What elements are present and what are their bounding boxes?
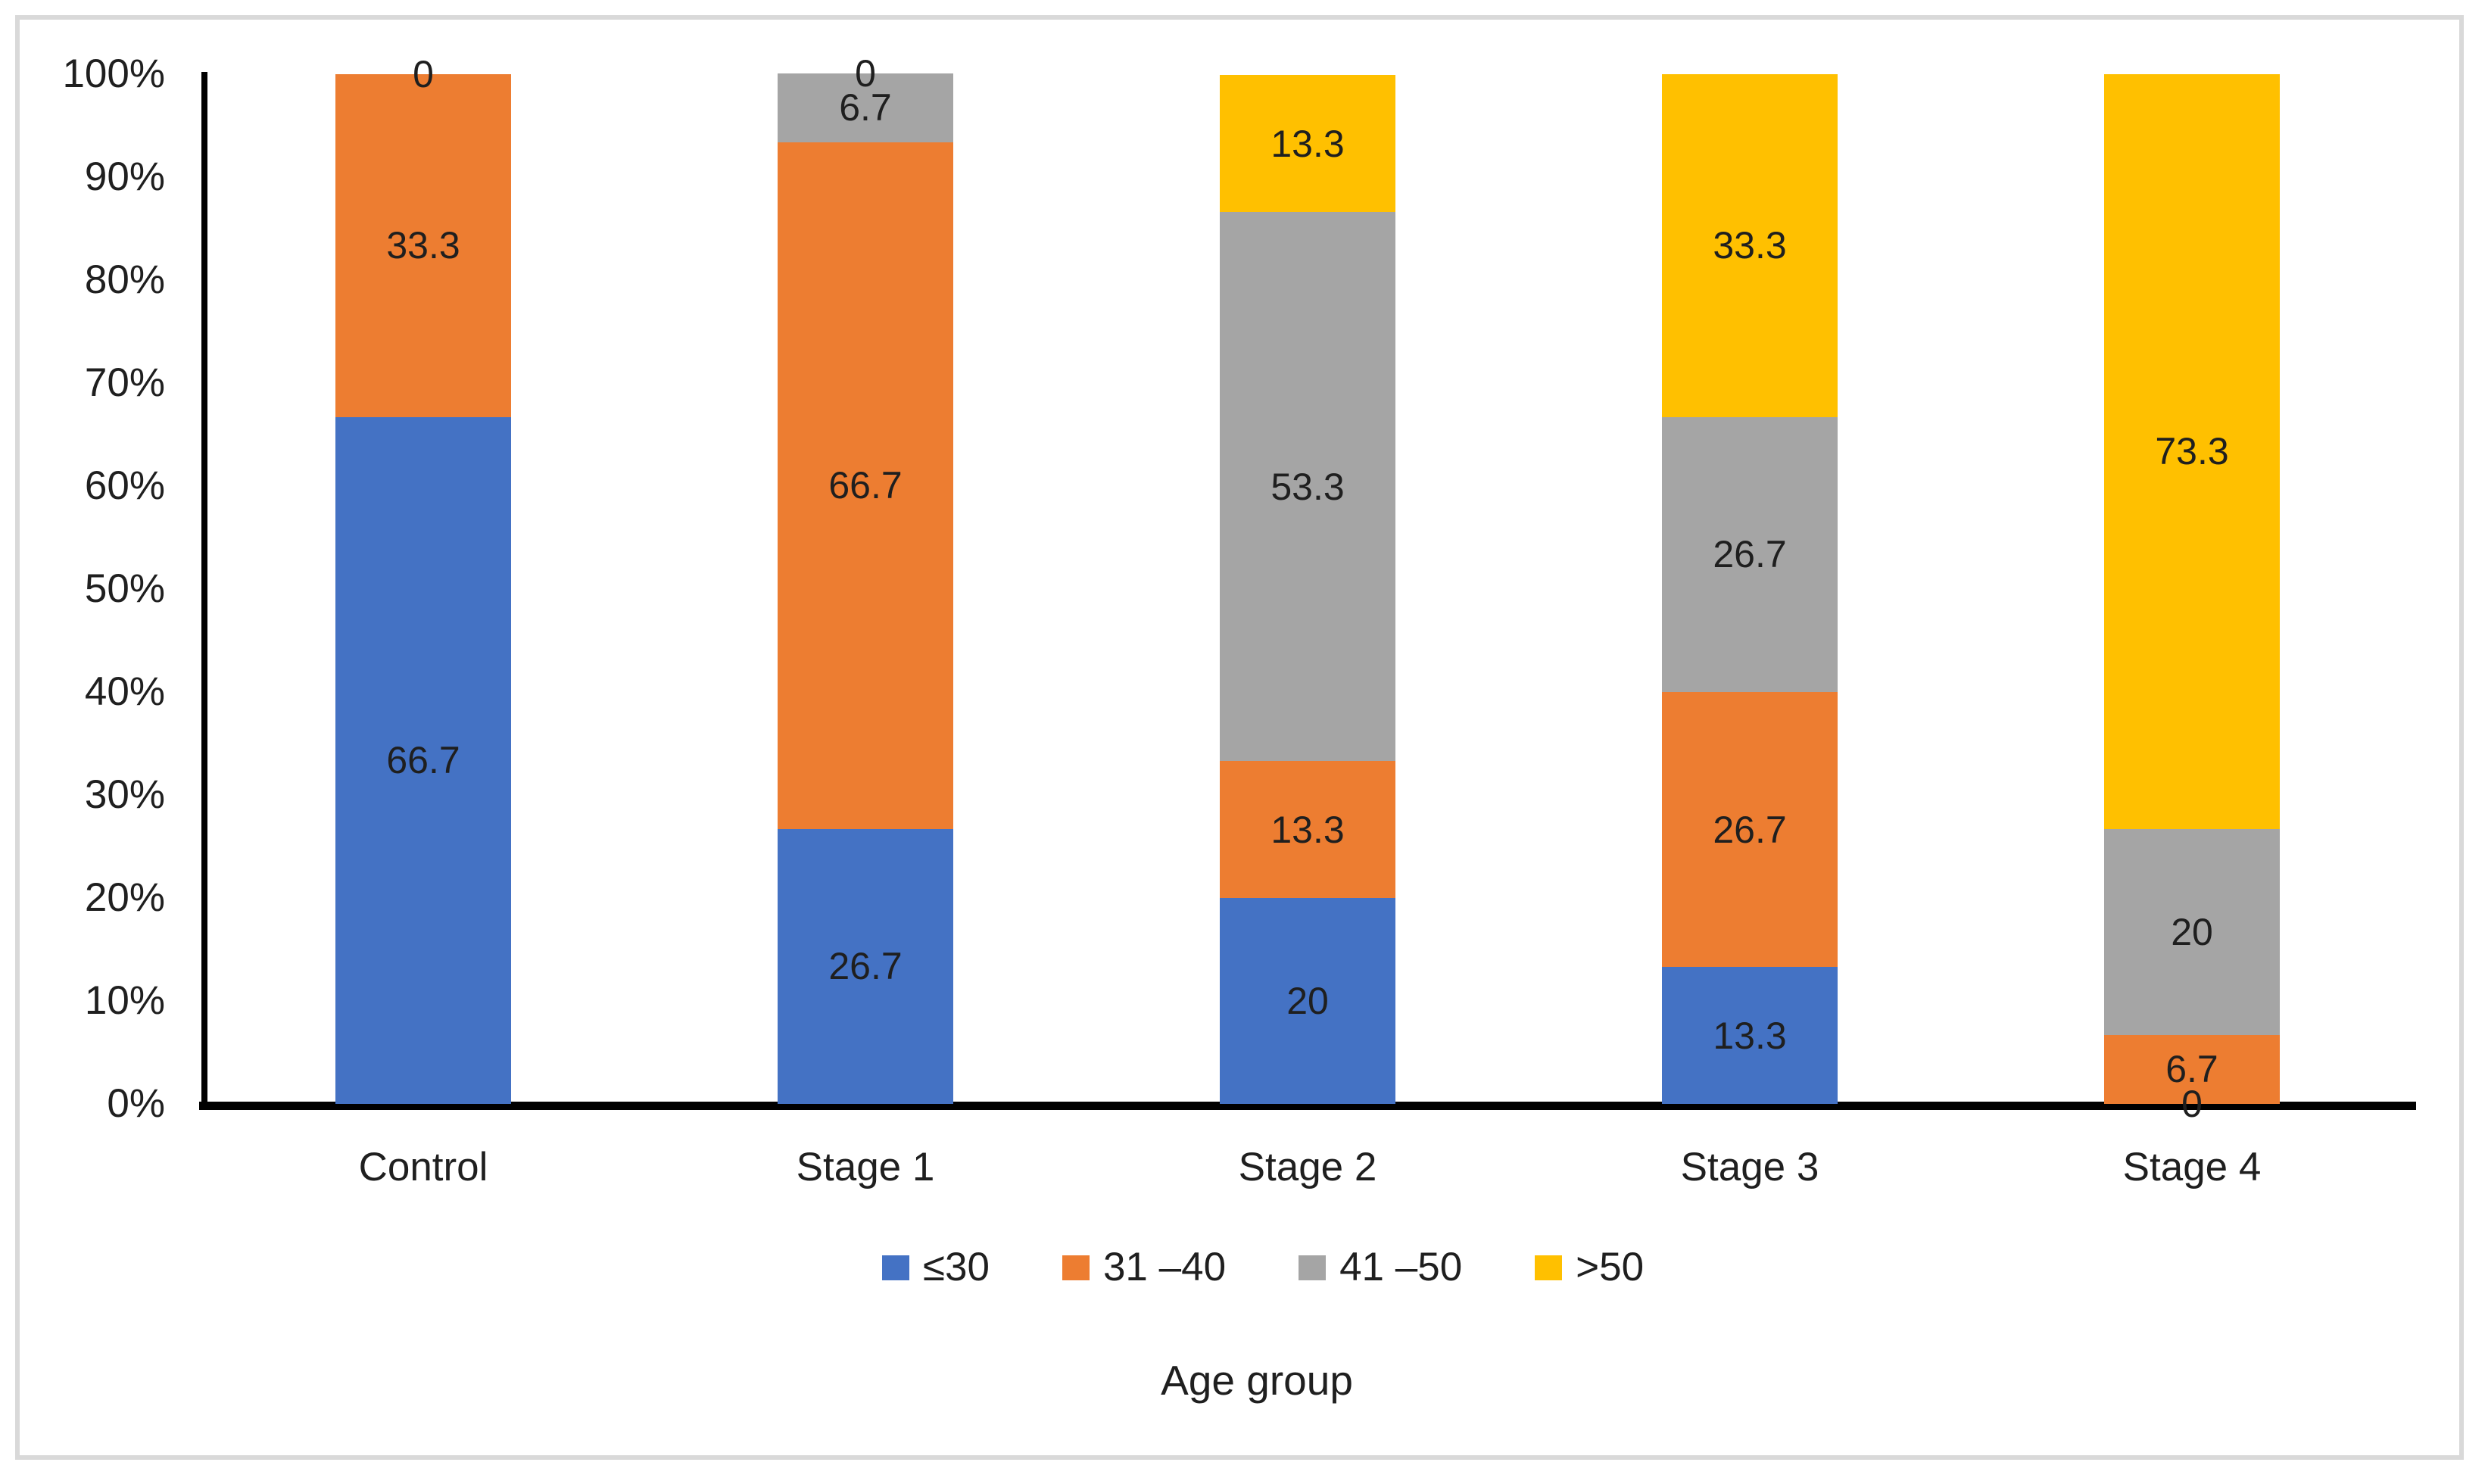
bar-segment — [1220, 761, 1395, 898]
legend-item: 31 –40 — [1062, 1245, 1226, 1290]
y-tick-label: 70% — [84, 360, 165, 405]
bar-segment — [778, 142, 953, 829]
bar-segment — [778, 73, 953, 142]
legend-item: >50 — [1535, 1245, 1644, 1290]
bar-stage-1 — [778, 73, 953, 1104]
bar-segment — [1662, 691, 1838, 968]
legend-label: ≤30 — [922, 1245, 990, 1289]
bar-segment — [2104, 1034, 2280, 1104]
data-label: 20 — [2171, 910, 2213, 953]
bar-segment — [1220, 897, 1395, 1104]
y-tick-label: 20% — [84, 875, 165, 920]
legend-swatch-icon — [881, 1255, 909, 1280]
bar-segment — [1220, 212, 1395, 762]
y-tick-label: 50% — [84, 566, 165, 611]
y-tick-label: 80% — [84, 257, 165, 302]
legend-swatch-icon — [1062, 1255, 1090, 1280]
y-tick-label: 0% — [107, 1081, 165, 1126]
data-label: 33.3 — [386, 224, 460, 267]
data-label: 73.3 — [2155, 430, 2229, 473]
data-label: 20 — [1286, 980, 1329, 1022]
data-label: 0 — [413, 53, 434, 95]
data-label: 13.3 — [1271, 808, 1345, 851]
bar-stage-4 — [2104, 74, 2280, 1104]
y-tick-label: 10% — [84, 978, 165, 1023]
bar-segment — [2104, 828, 2280, 1035]
bar-segment — [335, 74, 511, 417]
bar-segment — [2104, 74, 2280, 829]
y-tick-label: 100% — [62, 51, 165, 96]
data-label: 0 — [2181, 1083, 2203, 1125]
category-label: Stage 4 — [2122, 1145, 2262, 1189]
data-label: 53.3 — [1271, 465, 1345, 508]
category-label: Stage 2 — [1238, 1145, 1377, 1189]
x-axis-line — [199, 1102, 2416, 1110]
x-axis-title: Age group — [1161, 1357, 1353, 1404]
data-label: 13.3 — [1271, 122, 1345, 165]
data-label: 33.3 — [1713, 224, 1787, 267]
bar-segment — [1662, 967, 1838, 1104]
y-tick-label: 60% — [84, 463, 165, 508]
data-label: 0 — [855, 51, 876, 95]
y-tick-label: 30% — [84, 772, 165, 817]
legend-swatch-icon — [1535, 1255, 1563, 1280]
data-label: 6.7 — [2165, 1048, 2218, 1091]
data-label: 26.7 — [1713, 533, 1787, 576]
data-label: 66.7 — [386, 739, 460, 782]
bar-segment — [1662, 416, 1838, 692]
bar-segment — [1220, 75, 1395, 213]
y-axis-line — [201, 72, 207, 1109]
data-label: 6.7 — [839, 86, 892, 129]
y-tick-label: 90% — [84, 154, 165, 199]
bar-segment — [335, 416, 511, 1104]
bar-segment — [1662, 74, 1838, 417]
data-label: 66.7 — [828, 464, 903, 507]
bar-control — [335, 74, 511, 1104]
legend-swatch-icon — [1299, 1255, 1327, 1280]
bar-stage-3 — [1662, 74, 1838, 1104]
bar-segment — [778, 828, 953, 1104]
category-label: Control — [358, 1145, 488, 1189]
legend-label: 41 –50 — [1339, 1245, 1463, 1289]
legend: ≤30 31 –40 41 –50 >50 — [38, 1245, 2488, 1290]
legend-item: ≤30 — [881, 1245, 990, 1290]
y-tick-label: 40% — [84, 669, 165, 714]
category-label: Stage 1 — [796, 1145, 935, 1189]
legend-label: 31 –40 — [1102, 1245, 1227, 1289]
legend-item: 41 –50 — [1299, 1245, 1462, 1290]
bar-stage-2 — [1220, 75, 1395, 1104]
data-label: 13.3 — [1713, 1014, 1787, 1057]
data-label: 26.7 — [828, 945, 903, 988]
data-label: 26.7 — [1713, 808, 1787, 851]
category-label: Stage 3 — [1680, 1145, 1819, 1189]
legend-label: >50 — [1576, 1245, 1645, 1289]
